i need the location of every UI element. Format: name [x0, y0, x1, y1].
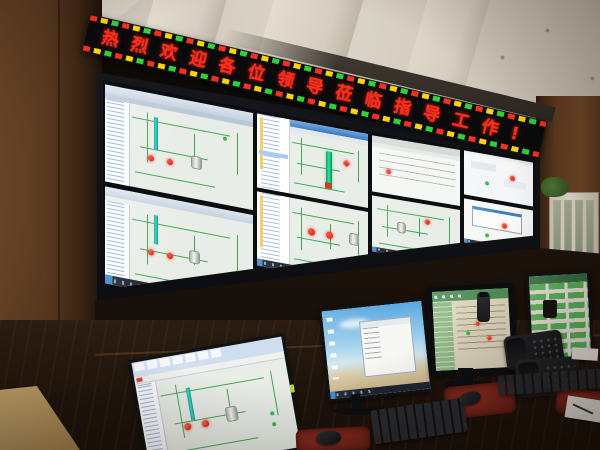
ceiling-light [545, 28, 550, 33]
alarm-indicator [487, 336, 492, 341]
app-logo-icon [259, 115, 265, 122]
desk-monitor-3 [425, 282, 519, 378]
vessel-symbol [189, 249, 201, 265]
alarm-square [324, 182, 331, 190]
wall-column-3 [370, 132, 462, 254]
alarm-indicator [147, 154, 154, 162]
wall-column-4 [462, 147, 535, 244]
desktop-wallpaper [321, 301, 431, 399]
level-bar [185, 386, 195, 421]
ceiling-light [590, 76, 595, 81]
bottle [477, 292, 490, 322]
pump-indicator [325, 230, 333, 240]
papers [571, 347, 599, 361]
vessel-symbol [349, 232, 360, 246]
level-bar [153, 215, 158, 246]
vessel-symbol [224, 405, 239, 423]
app-titlebar [528, 273, 588, 285]
alarm-indicator [386, 169, 392, 175]
alarm-indicator [509, 175, 515, 181]
app-titlebar [431, 288, 509, 303]
desk-monitor-2 [318, 297, 434, 403]
status-indicator [223, 136, 228, 142]
alarm-indicator [147, 249, 154, 257]
alarm-indicator [167, 252, 174, 260]
monitor-3-stand [458, 368, 473, 384]
wall-column-2 [255, 110, 370, 271]
navigation-tree [257, 191, 291, 271]
desktop-icons [326, 317, 339, 380]
pump-indicator [183, 423, 193, 432]
navigation-tree [257, 113, 291, 194]
wall-screen-top-4 [464, 150, 533, 207]
navigation-tree [105, 199, 131, 289]
alarm-indicator [167, 158, 174, 166]
wallpaper-cloud [338, 317, 370, 330]
page-blocks [470, 160, 527, 193]
status-indicator [271, 421, 277, 427]
ceiling-light [500, 55, 505, 60]
alarm-indicator [501, 222, 507, 229]
piping-diagram [290, 131, 368, 208]
table-header [372, 142, 460, 161]
bottle-cap [479, 292, 488, 297]
wall-seam [58, 0, 60, 450]
status-indicator [465, 331, 471, 336]
monitor-2-screen [321, 301, 431, 399]
app-titlebar [133, 350, 286, 386]
alarm-indicator [424, 218, 430, 225]
table-rows [379, 152, 455, 188]
vessel-symbol [190, 155, 202, 171]
potted-plant [541, 177, 569, 197]
vessel-symbol [396, 221, 406, 235]
monitor-2-base [334, 408, 380, 415]
status-indicator [269, 410, 275, 416]
pump-indicator [201, 419, 210, 429]
level-bar [153, 117, 158, 151]
wallpaper-cloud [378, 325, 404, 336]
side-panel [432, 301, 456, 371]
piping-diagram [156, 358, 301, 450]
status-indicator [484, 232, 489, 238]
app-logo-icon [135, 377, 143, 383]
file-window [358, 316, 417, 378]
column-level-bar [325, 151, 332, 190]
status-indicator [484, 181, 489, 186]
valve-indicator [342, 159, 350, 167]
selected-tree-item [259, 149, 289, 159]
wall-screen-top-3 [372, 135, 460, 207]
navigation-tree [105, 97, 131, 187]
cup [543, 300, 557, 318]
monitor-3-screen [431, 288, 512, 371]
popup-window [472, 205, 522, 235]
wall-column-1 [103, 80, 255, 290]
pump-indicator [308, 227, 316, 236]
